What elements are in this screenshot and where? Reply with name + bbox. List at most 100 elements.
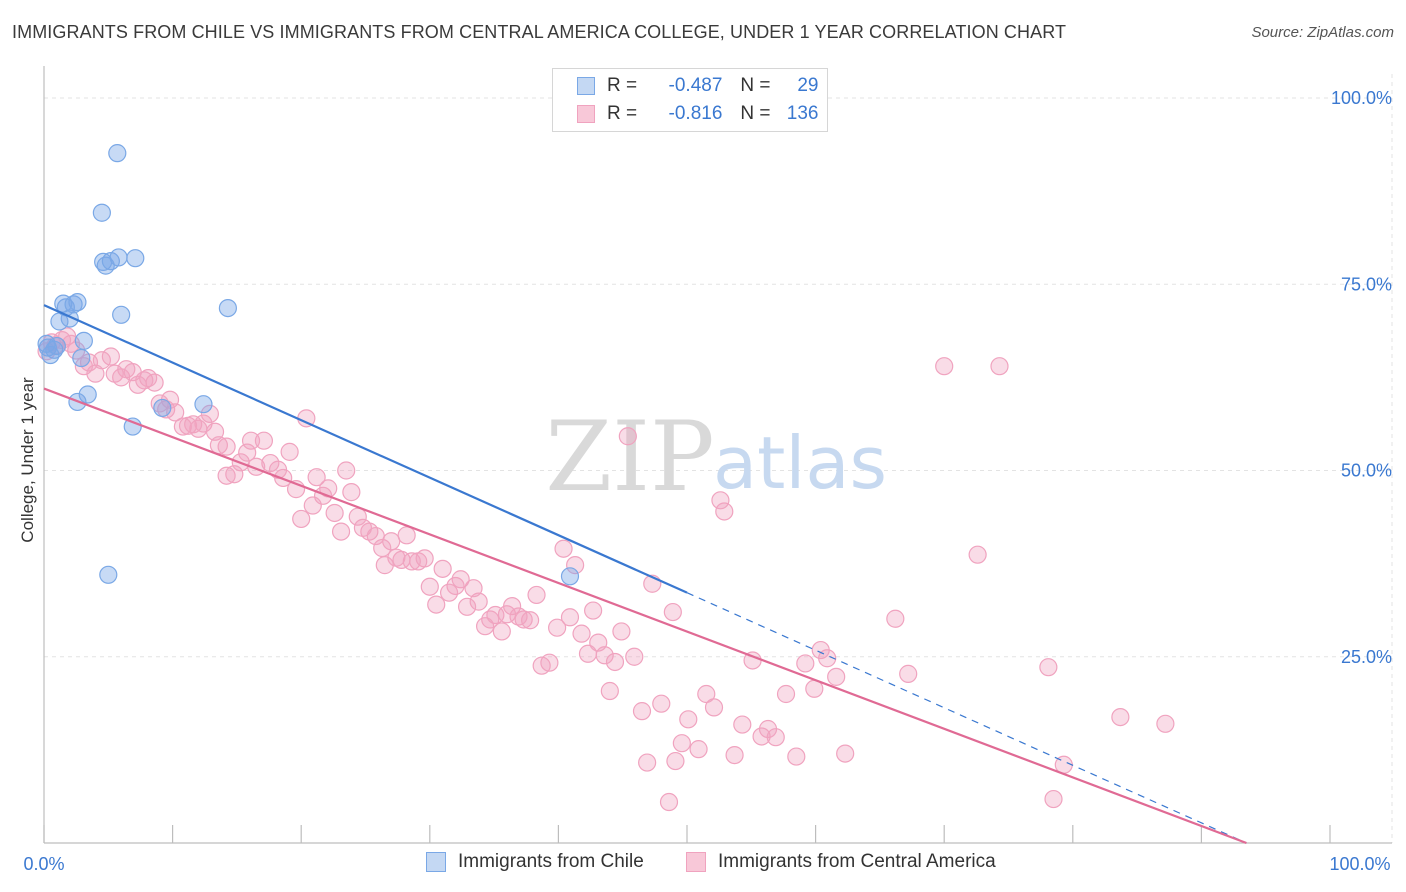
point-central-america bbox=[457, 597, 477, 616]
point-central-america bbox=[205, 422, 225, 441]
point-central-america bbox=[625, 647, 644, 666]
point-chile bbox=[112, 305, 131, 324]
point-central-america bbox=[1044, 789, 1063, 809]
point-chile bbox=[78, 385, 97, 404]
point-central-america bbox=[886, 609, 905, 628]
point-central-america bbox=[968, 545, 987, 564]
y-tick-label: 75.0% bbox=[1341, 274, 1392, 294]
series-chile bbox=[37, 144, 580, 586]
bottom-legend-swatch-chile bbox=[426, 852, 446, 872]
point-central-america bbox=[492, 622, 511, 641]
legend-n-chile: 29 bbox=[797, 75, 819, 96]
point-central-america bbox=[439, 583, 459, 602]
point-central-america bbox=[663, 602, 682, 622]
point-chile bbox=[108, 144, 127, 163]
x-tick-label: 0.0% bbox=[23, 854, 64, 874]
tick-labels: 25.0% 50.0% 75.0% 100.0% 0.0% 100.0% bbox=[23, 88, 1392, 874]
point-central-america bbox=[420, 577, 439, 596]
point-central-america bbox=[292, 509, 311, 529]
point-central-america bbox=[342, 483, 361, 502]
point-central-america bbox=[241, 431, 261, 450]
point-central-america bbox=[101, 347, 120, 366]
point-central-america bbox=[899, 664, 918, 683]
legend-box: R = -0.487 N = 29 R = -0.816 N = 136 bbox=[552, 68, 828, 132]
point-chile bbox=[123, 417, 142, 436]
y-tick-label: 25.0% bbox=[1341, 647, 1392, 667]
y-tick-label: 100.0% bbox=[1331, 88, 1392, 108]
point-central-america bbox=[672, 734, 691, 753]
legend-swatch-chile bbox=[577, 77, 595, 95]
point-central-america bbox=[560, 608, 580, 627]
point-central-america bbox=[715, 502, 734, 521]
point-central-america bbox=[605, 652, 625, 672]
point-chile bbox=[92, 203, 111, 222]
point-chile bbox=[218, 298, 237, 318]
point-central-america bbox=[1111, 707, 1130, 727]
point-central-america bbox=[787, 747, 806, 766]
bottom-legend-label-chile: Immigrants from Chile bbox=[458, 851, 644, 872]
point-central-america bbox=[725, 745, 744, 765]
point-central-america bbox=[382, 532, 401, 551]
bottom-legend-central-america: Immigrants from Central America bbox=[686, 851, 996, 873]
trend-line-chile bbox=[43, 304, 688, 594]
legend-row-chile: R = -0.487 N = 29 bbox=[577, 73, 819, 99]
point-central-america bbox=[415, 549, 434, 568]
point-central-america bbox=[827, 667, 846, 686]
legend-n-label: N = bbox=[740, 75, 771, 96]
bottom-legend-swatch-central-america bbox=[686, 852, 706, 872]
point-central-america bbox=[659, 792, 679, 812]
point-central-america bbox=[600, 681, 619, 701]
chart-title: IMMIGRANTS FROM CHILE VS IMMIGRANTS FROM… bbox=[12, 22, 1067, 42]
point-central-america bbox=[704, 698, 724, 717]
point-central-america bbox=[145, 373, 164, 392]
series-central-america bbox=[37, 327, 1175, 812]
point-central-america bbox=[307, 468, 326, 487]
point-central-america bbox=[92, 351, 111, 370]
point-central-america bbox=[652, 694, 671, 713]
point-chile bbox=[47, 336, 66, 356]
point-chile bbox=[126, 249, 145, 268]
point-central-america bbox=[217, 437, 236, 456]
point-chile bbox=[560, 567, 580, 586]
point-central-america bbox=[254, 431, 274, 450]
legend-n-label: N = bbox=[740, 103, 771, 124]
point-central-america bbox=[200, 404, 219, 423]
legend-swatch-central-america bbox=[577, 105, 595, 123]
point-central-america bbox=[776, 684, 796, 704]
point-central-america bbox=[527, 585, 546, 605]
point-chile bbox=[153, 398, 172, 418]
source-label: Source: ZipAtlas.com bbox=[1251, 24, 1394, 41]
point-central-america bbox=[427, 595, 446, 614]
point-central-america bbox=[325, 503, 344, 523]
point-central-america bbox=[514, 610, 533, 629]
point-central-america bbox=[632, 702, 652, 721]
point-central-america bbox=[935, 357, 954, 376]
trend-line-central-america bbox=[43, 387, 1247, 845]
point-central-america bbox=[697, 684, 716, 704]
watermark: ZIP atlas bbox=[545, 401, 887, 513]
y-axis-label: College, Under 1 year bbox=[18, 377, 37, 543]
bottom-legend-chile: Immigrants from Chile bbox=[426, 851, 644, 873]
point-chile bbox=[109, 248, 128, 267]
bottom-legend-label-central-america: Immigrants from Central America bbox=[718, 851, 996, 872]
point-central-america bbox=[689, 740, 708, 759]
point-chile bbox=[68, 293, 87, 312]
point-central-america bbox=[666, 751, 685, 771]
legend-r-chile: -0.487 bbox=[668, 75, 723, 96]
point-central-america bbox=[1039, 658, 1058, 677]
point-central-america bbox=[331, 522, 351, 541]
point-central-america bbox=[280, 442, 299, 461]
point-central-america bbox=[584, 601, 603, 620]
point-central-america bbox=[566, 556, 585, 575]
point-central-america bbox=[397, 526, 416, 545]
point-central-america bbox=[766, 728, 785, 747]
point-central-america bbox=[990, 357, 1009, 376]
point-central-america bbox=[618, 427, 637, 446]
point-central-america bbox=[572, 624, 591, 643]
point-central-america bbox=[554, 539, 573, 558]
point-central-america bbox=[540, 653, 559, 672]
point-central-america bbox=[337, 461, 356, 480]
point-chile bbox=[194, 395, 213, 414]
point-central-america bbox=[433, 559, 452, 578]
